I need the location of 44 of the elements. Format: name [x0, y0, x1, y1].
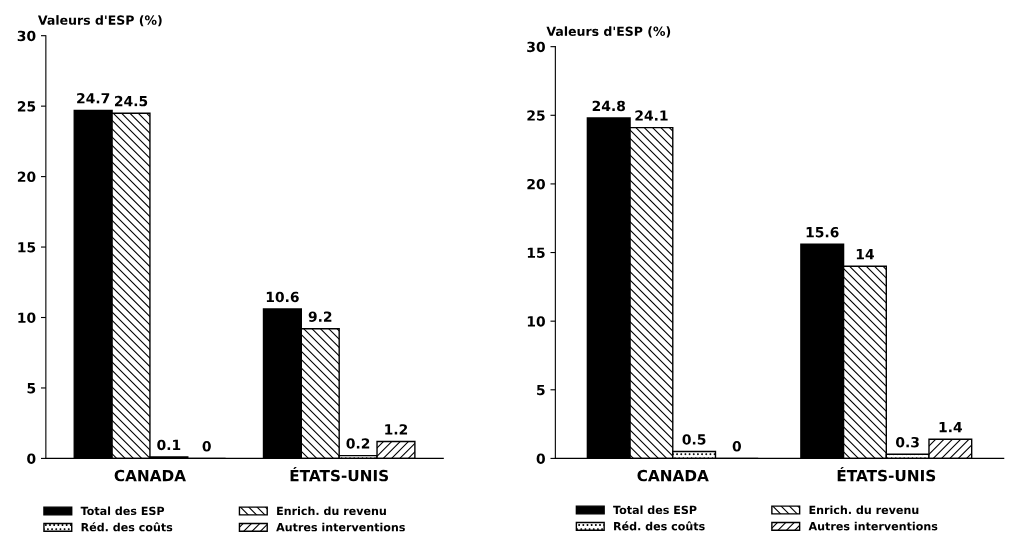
y-tick-label: 30	[527, 41, 545, 53]
y-tick-label: 25	[17, 101, 36, 112]
data-label: 0.5	[682, 434, 706, 445]
data-label: 0.3	[896, 436, 919, 448]
legend-label: Réd. des coûts	[614, 521, 705, 531]
data-label: 0	[202, 441, 211, 452]
data-label: 14	[856, 249, 874, 260]
data-label: 0	[732, 441, 741, 452]
legend-label: Réd. des coûts	[81, 522, 173, 532]
legend-label: Total des ESP	[613, 505, 697, 515]
legend-label: Autres interventions	[808, 521, 938, 531]
x-tick-label: CANADA	[637, 469, 709, 482]
y-tick-label: 10	[18, 312, 36, 323]
y-tick-label: 0	[27, 453, 36, 464]
legend-label: Enrich. du revenu	[809, 505, 919, 515]
legend-label: Autres interventions	[276, 522, 405, 532]
y-tick-label: 15	[18, 242, 36, 253]
y-tick-label: 20	[17, 171, 36, 183]
y-tick-label: 0	[536, 453, 545, 464]
y-axis-title: Valeurs d'ESP (%)	[546, 26, 671, 38]
x-tick-label: ÉTATS-UNIS	[837, 467, 936, 482]
y-tick-label: 5	[27, 383, 36, 394]
y-tick-label: 10	[527, 316, 545, 327]
data-label: 15.6	[806, 226, 839, 238]
y-tick-label: 20	[527, 178, 545, 190]
data-label: 1.4	[939, 422, 962, 433]
data-label: 24.5	[114, 95, 148, 107]
data-label: 9.2	[308, 311, 332, 322]
y-tick-label: 5	[537, 384, 545, 396]
x-tick-label: CANADA	[114, 469, 186, 482]
legend-label: Total des ESP	[80, 506, 165, 516]
data-label: 24.7	[77, 93, 110, 104]
y-axis-title: Valeurs d'ESP (%)	[37, 15, 162, 27]
x-tick-label: ÉTATS-UNIS	[290, 467, 389, 482]
y-tick-label: 25	[527, 110, 545, 121]
legend-label: Enrich. du revenu	[277, 506, 386, 516]
data-label: 24.8	[592, 100, 625, 112]
data-label: 0.1	[157, 439, 181, 451]
y-tick-label: 15	[527, 247, 545, 259]
data-label: 10.6	[266, 291, 299, 303]
data-label: 0.2	[346, 438, 370, 449]
data-label: 1.2	[385, 424, 408, 435]
y-tick-label: 30	[17, 30, 36, 42]
data-label: 24.1	[635, 110, 668, 121]
